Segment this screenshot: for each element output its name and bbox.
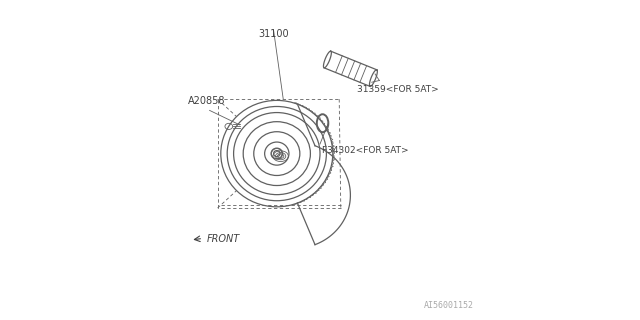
Text: 31100: 31100 — [259, 29, 289, 39]
Text: 31359<FOR 5AT>: 31359<FOR 5AT> — [357, 85, 438, 94]
Text: F34302<FOR 5AT>: F34302<FOR 5AT> — [322, 146, 408, 155]
Text: AI56001152: AI56001152 — [424, 301, 474, 310]
Text: A20858: A20858 — [188, 96, 225, 106]
Text: FRONT: FRONT — [206, 234, 239, 244]
